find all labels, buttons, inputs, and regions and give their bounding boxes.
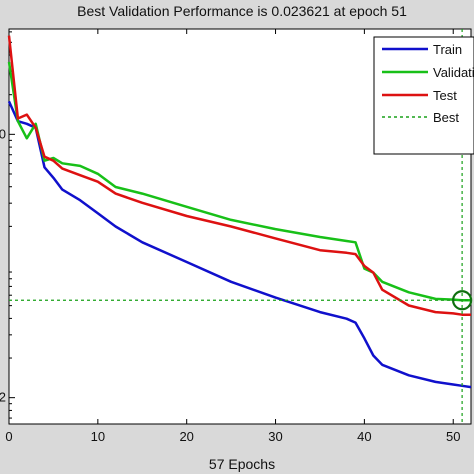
x-tick-label: 30 bbox=[268, 429, 282, 444]
y-axis-ticks: 02 bbox=[0, 31, 15, 419]
legend-label-test: Test bbox=[433, 88, 457, 103]
legend: Train Validation Test Best bbox=[373, 36, 474, 155]
x-tick-label: 50 bbox=[446, 429, 460, 444]
x-tick-label: 10 bbox=[91, 429, 105, 444]
series-line-test bbox=[7, 35, 471, 316]
x-tick-label: 20 bbox=[179, 429, 193, 444]
legend-label-validation: Validation bbox=[433, 65, 474, 80]
chart-title: Best Validation Performance is 0.023621 … bbox=[77, 3, 407, 19]
series-line-validation bbox=[7, 61, 471, 302]
series-layer bbox=[7, 35, 472, 389]
y-tick-label: 0 bbox=[0, 126, 6, 141]
y-tick-label: 2 bbox=[0, 390, 6, 405]
x-tick-label: 0 bbox=[5, 429, 12, 444]
x-axis-label: 57 Epochs bbox=[209, 456, 275, 472]
series-line-train bbox=[7, 100, 472, 389]
legend-label-best: Best bbox=[433, 110, 459, 125]
best-point-circle bbox=[452, 290, 473, 311]
x-axis-ticks: 0 10 20 30 40 50 bbox=[5, 29, 460, 444]
x-tick-label: 40 bbox=[357, 429, 371, 444]
legend-label-train: Train bbox=[433, 42, 462, 57]
best-marker-layer bbox=[9, 29, 473, 424]
